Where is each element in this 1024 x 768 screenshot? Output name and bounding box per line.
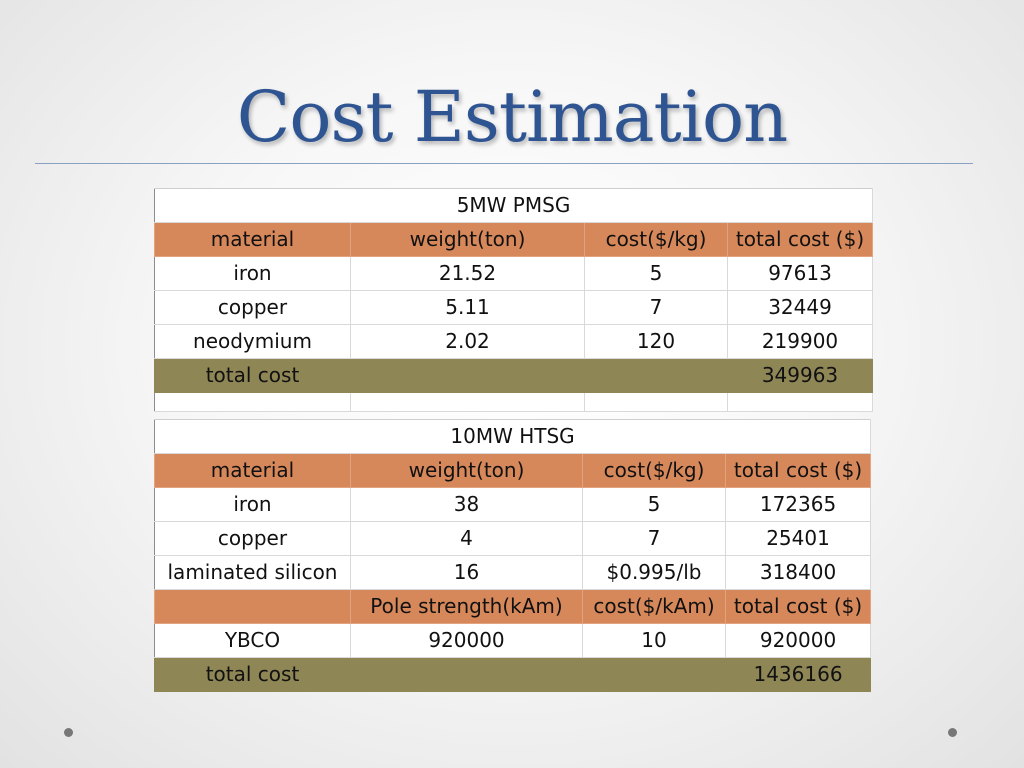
total-cost-cell: 219900 [727,324,873,359]
table-row: iron 38 5 172365 [154,487,872,522]
title-divider [35,163,973,164]
htsg-cost-table: 10MW HTSG material weight(ton) cost($/kg… [153,419,872,692]
pmsg-cost-table: 5MW PMSG material weight(ton) cost($/kg)… [154,188,873,412]
cost-cell: 5 [582,487,726,522]
material-cell: copper [154,521,351,556]
bullet-dot-icon [64,728,73,737]
material-cell: iron [154,487,351,522]
table-row: neodymium 2.02 120 219900 [154,324,873,359]
weight-cell: 16 [350,555,583,590]
subheader-cell-total-cost: total cost ($) [724,589,872,624]
slide-title: Cost Estimation [236,76,788,158]
total-label: total cost [154,358,351,393]
cost-cell: 10 [582,623,726,658]
spacer-cell [350,392,585,412]
total-empty-cell [582,657,726,692]
subheader-cell-pole-strength: Pole strength(kAm) [350,589,583,624]
subheader-empty-cell [154,589,351,624]
table-caption-row: 10MW HTSG [153,419,872,454]
subheader-cell-cost: cost($/kAm) [582,589,726,624]
table-row: laminated silicon 16 $0.995/lb 318400 [154,555,872,590]
total-label: total cost [154,657,351,692]
table-row: copper 5.11 7 32449 [154,290,873,325]
table-row: iron 21.52 5 97613 [154,256,873,291]
table-caption: 10MW HTSG [153,419,872,454]
table-subheader-row: Pole strength(kAm) cost($/kAm) total cos… [154,589,872,624]
total-cost-cell: 318400 [724,555,872,590]
header-cell-cost: cost($/kg) [582,453,726,488]
spacer-cell [727,392,873,412]
total-cost-cell: 32449 [727,290,873,325]
table-header-row: material weight(ton) cost($/kg) total co… [154,453,872,488]
pole-strength-cell: 920000 [350,623,583,658]
bullet-dot-icon [948,728,957,737]
material-cell: neodymium [154,324,351,359]
table-row: YBCO 920000 10 920000 [154,623,872,658]
cost-cell: 120 [584,324,728,359]
table-row: copper 4 7 25401 [154,521,872,556]
material-cell: copper [154,290,351,325]
total-row: total cost 349963 [154,358,873,393]
total-cost-cell: 172365 [724,487,872,522]
total-cost-cell: 97613 [727,256,873,291]
header-cell-total-cost: total cost ($) [724,453,872,488]
total-value: 1436166 [724,657,872,692]
material-cell: laminated silicon [154,555,351,590]
material-cell: iron [154,256,351,291]
table-caption: 5MW PMSG [154,188,873,223]
cost-cell: 7 [582,521,726,556]
weight-cell: 21.52 [350,256,585,291]
cost-cell: 7 [584,290,728,325]
header-cell-weight: weight(ton) [350,222,585,257]
cost-cell: 5 [584,256,728,291]
header-cell-weight: weight(ton) [350,453,583,488]
table-caption-row: 5MW PMSG [154,188,873,223]
spacer-cell [584,392,728,412]
total-empty-cell [350,358,585,393]
total-empty-cell [584,358,728,393]
table-spacer-row [154,392,873,412]
header-cell-total-cost: total cost ($) [727,222,873,257]
weight-cell: 4 [350,521,583,556]
total-cost-cell: 920000 [724,623,872,658]
weight-cell: 2.02 [350,324,585,359]
spacer-cell [154,392,351,412]
cost-cell: $0.995/lb [582,555,726,590]
weight-cell: 5.11 [350,290,585,325]
total-empty-cell [350,657,583,692]
weight-cell: 38 [350,487,583,522]
header-cell-material: material [154,453,351,488]
total-cost-cell: 25401 [724,521,872,556]
material-cell: YBCO [154,623,351,658]
header-cell-cost: cost($/kg) [584,222,728,257]
header-cell-material: material [154,222,351,257]
total-value: 349963 [727,358,873,393]
table-header-row: material weight(ton) cost($/kg) total co… [154,222,873,257]
total-row: total cost 1436166 [154,657,872,692]
